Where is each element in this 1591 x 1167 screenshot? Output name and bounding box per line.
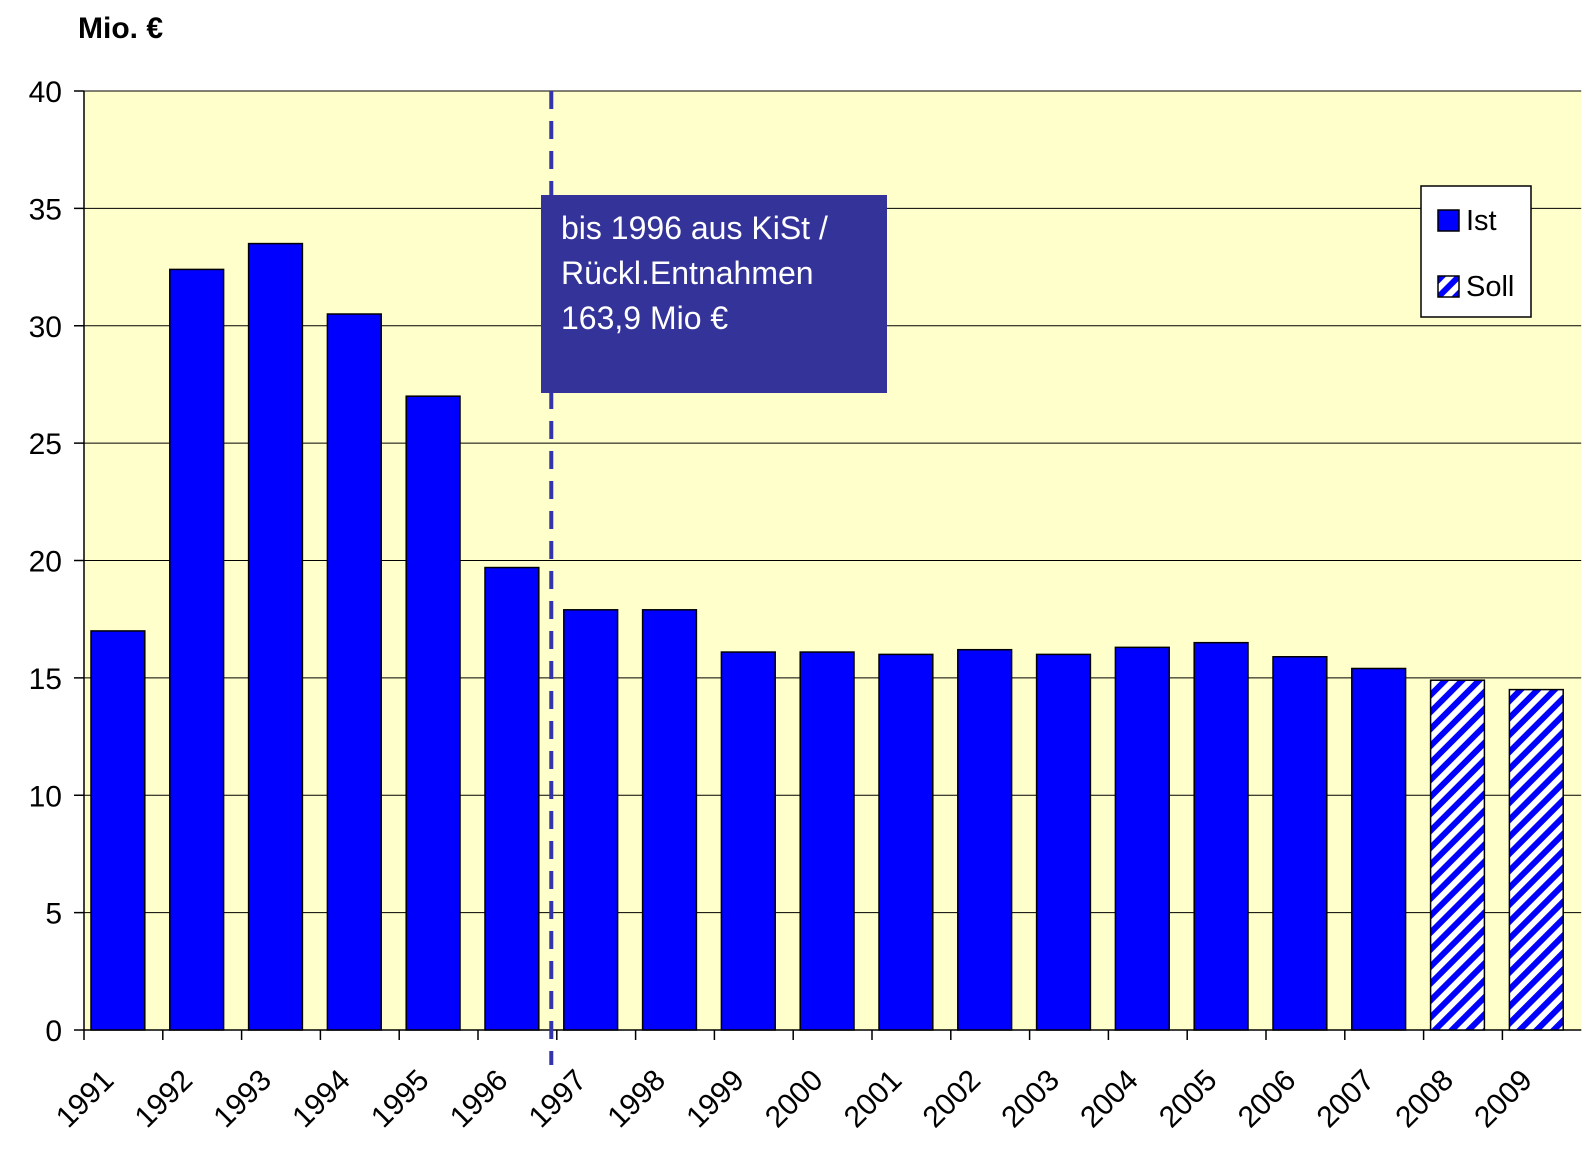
bar [484,566,540,1031]
x-tick-label: 1996 [444,1064,515,1135]
x-tick-label: 2002 [917,1064,988,1135]
y-tick-label: 25 [29,428,62,461]
bar [1351,667,1407,1031]
bar [1508,688,1564,1031]
x-tick-label: 2006 [1232,1064,1303,1135]
bar [641,609,698,1031]
bar [957,648,1013,1031]
bar [405,395,461,1031]
x-tick-label: 1995 [365,1064,436,1135]
y-tick-label: 15 [29,663,62,696]
legend-label: Ist [1466,205,1497,237]
y-tick-label: 0 [45,1015,62,1048]
x-tick-label: 1991 [50,1064,121,1135]
bar [799,651,855,1031]
x-tick-label: 2005 [1153,1064,1224,1135]
x-tick-label: 2007 [1311,1064,1382,1135]
x-tick-label: 1994 [286,1064,357,1135]
bar [247,242,304,1031]
bar [90,630,146,1031]
legend-swatch [1437,275,1460,298]
x-tick-label: 2000 [759,1064,830,1135]
bar [1429,679,1486,1031]
y-tick-label: 5 [45,898,62,931]
bar [169,268,225,1031]
x-tick-label: 1992 [129,1064,200,1135]
legend-swatch [1437,209,1460,232]
annotation-box [541,195,887,393]
y-tick-label: 10 [29,780,62,813]
x-tick-label: 1993 [207,1064,278,1135]
y-axis-label: Mio. € [78,12,163,45]
y-tick-label: 30 [29,311,62,344]
bar [1272,655,1328,1031]
x-tick-label: 2008 [1389,1064,1460,1135]
bar [563,609,619,1031]
x-tick-label: 2009 [1468,1064,1539,1135]
bar [1193,641,1249,1031]
x-tick-label: 1998 [601,1064,672,1135]
bar [878,653,934,1031]
bar [720,651,776,1031]
legend-label: Soll [1466,271,1514,303]
bar [1035,653,1092,1031]
annotation-text: 163,9 Mio € [561,300,728,336]
bar [1114,646,1170,1031]
x-tick-label: 1999 [680,1064,751,1135]
y-tick-label: 20 [29,546,62,579]
y-tick-label: 40 [29,76,62,109]
x-tick-label: 2003 [995,1064,1066,1135]
x-tick-label: 2001 [838,1064,909,1135]
y-tick-label: 35 [29,193,62,226]
bar [326,313,382,1031]
x-tick-label: 1997 [523,1064,594,1135]
annotation-text: bis 1996 aus KiSt / [561,210,828,246]
x-tick-label: 2004 [1074,1064,1145,1135]
annotation-text: Rückl.Entnahmen [561,255,814,291]
